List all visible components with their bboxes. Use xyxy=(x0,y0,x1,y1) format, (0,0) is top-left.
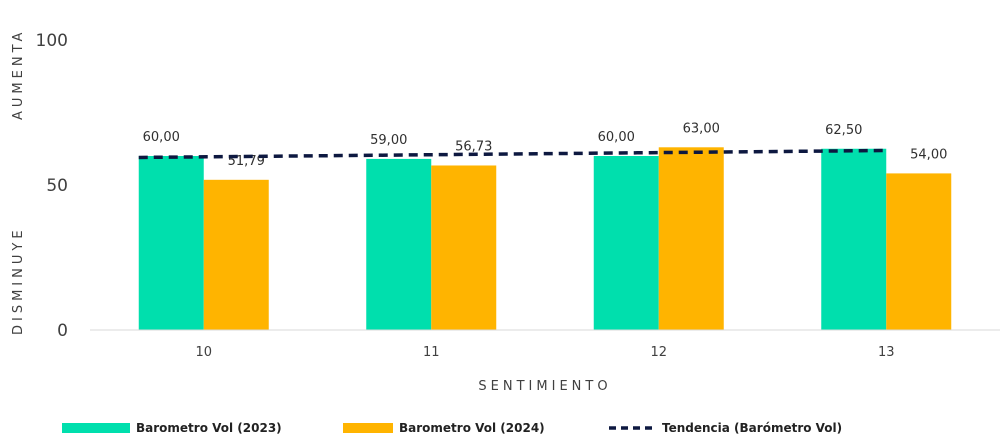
bar-2023 xyxy=(138,156,204,330)
y-axis-label-top: AUMENTA xyxy=(11,29,26,120)
legend-item-trend: Tendencia (Barómetro Vol) xyxy=(609,421,842,435)
x-tick-label: 13 xyxy=(878,345,895,360)
bar-2024 xyxy=(203,179,269,330)
legend-label-2023: Barometro Vol (2023) xyxy=(136,421,282,435)
x-axis-label: SENTIMIENTO xyxy=(478,379,611,394)
legend-label-2024: Barometro Vol (2024) xyxy=(399,421,545,435)
legend-item-2024: Barometro Vol (2024) xyxy=(343,421,545,435)
data-label: 59,00 xyxy=(370,133,407,148)
y-ticks: 0 50 100 xyxy=(36,31,68,341)
x-tick-label: 10 xyxy=(195,345,212,360)
legend: Barometro Vol (2023) Barometro Vol (2024… xyxy=(62,421,842,435)
data-label: 56,73 xyxy=(455,139,492,154)
y-tick-label: 50 xyxy=(46,176,68,196)
y-tick-label: 100 xyxy=(36,31,68,51)
legend-label-trend: Tendencia (Barómetro Vol) xyxy=(662,421,842,435)
data-label: 54,00 xyxy=(910,147,947,162)
bar-2024 xyxy=(886,173,952,330)
bar-2024 xyxy=(431,165,497,330)
data-label: 60,00 xyxy=(598,130,635,145)
bar-2023 xyxy=(593,156,659,330)
legend-swatch-2024 xyxy=(343,423,393,433)
data-label: 62,50 xyxy=(825,123,862,138)
bar-2023 xyxy=(366,158,432,330)
data-label: 63,00 xyxy=(683,121,720,136)
bar-2023 xyxy=(821,148,887,330)
trendline-layer xyxy=(138,148,887,160)
legend-swatch-2023 xyxy=(62,423,130,433)
trend-line xyxy=(138,148,887,160)
bar-2024 xyxy=(658,147,724,330)
x-ticks: 10 11 12 13 xyxy=(195,345,894,360)
y-tick-label: 0 xyxy=(57,321,68,341)
x-tick-label: 12 xyxy=(650,345,667,360)
data-label: 60,00 xyxy=(143,130,180,145)
x-tick-label: 11 xyxy=(423,345,440,360)
y-axis-label-bottom: DISMINUYE xyxy=(11,226,26,335)
bars-layer xyxy=(138,147,952,330)
legend-item-2023: Barometro Vol (2023) xyxy=(62,421,282,435)
